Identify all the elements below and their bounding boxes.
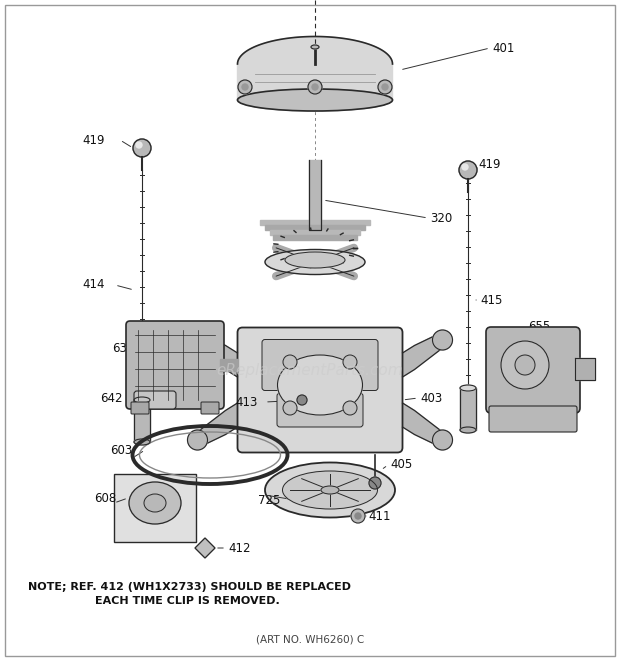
Circle shape [355, 513, 361, 519]
FancyBboxPatch shape [114, 474, 196, 542]
Circle shape [501, 341, 549, 389]
Ellipse shape [265, 249, 365, 274]
Text: 725: 725 [258, 494, 280, 506]
Circle shape [242, 84, 248, 90]
Ellipse shape [278, 355, 363, 415]
Text: EACH TIME CLIP IS REMOVED.: EACH TIME CLIP IS REMOVED. [95, 596, 280, 606]
Text: (ART NO. WH6260) C: (ART NO. WH6260) C [256, 635, 364, 645]
Circle shape [515, 355, 535, 375]
FancyBboxPatch shape [131, 402, 149, 414]
FancyBboxPatch shape [201, 402, 219, 414]
Ellipse shape [237, 89, 392, 111]
Text: 419: 419 [478, 159, 500, 171]
Ellipse shape [283, 471, 378, 509]
Circle shape [187, 430, 208, 450]
Circle shape [378, 80, 392, 94]
Text: 642: 642 [100, 391, 123, 405]
Circle shape [433, 430, 453, 450]
Text: 414: 414 [82, 278, 105, 292]
Polygon shape [195, 538, 215, 558]
Polygon shape [260, 220, 370, 225]
Ellipse shape [460, 385, 476, 391]
FancyBboxPatch shape [126, 321, 224, 409]
FancyBboxPatch shape [134, 391, 176, 409]
FancyBboxPatch shape [486, 327, 580, 413]
Text: 401: 401 [492, 42, 515, 54]
Text: 403: 403 [420, 391, 442, 405]
Ellipse shape [144, 494, 166, 512]
Polygon shape [220, 359, 238, 371]
Text: 412: 412 [228, 541, 250, 555]
Circle shape [238, 80, 252, 94]
Polygon shape [198, 403, 237, 448]
Polygon shape [270, 230, 360, 235]
Circle shape [187, 330, 208, 350]
Polygon shape [265, 225, 365, 230]
Circle shape [459, 161, 477, 179]
Polygon shape [402, 332, 443, 377]
FancyBboxPatch shape [277, 393, 363, 427]
Circle shape [283, 401, 297, 415]
Polygon shape [198, 332, 237, 377]
Circle shape [369, 477, 381, 489]
Polygon shape [237, 36, 392, 100]
Text: 608: 608 [94, 492, 117, 504]
Ellipse shape [321, 486, 339, 494]
Text: eReplacementParts.com: eReplacementParts.com [216, 362, 404, 377]
Circle shape [343, 401, 357, 415]
Polygon shape [273, 235, 357, 240]
Ellipse shape [460, 427, 476, 433]
Text: 320: 320 [430, 212, 452, 225]
Circle shape [351, 509, 365, 523]
Ellipse shape [265, 463, 395, 518]
Text: 419: 419 [82, 134, 105, 147]
Polygon shape [309, 160, 321, 230]
Polygon shape [134, 400, 150, 442]
Circle shape [343, 355, 357, 369]
Ellipse shape [311, 45, 319, 49]
Text: 603: 603 [110, 444, 132, 457]
Text: 405: 405 [390, 459, 412, 471]
FancyBboxPatch shape [237, 327, 402, 453]
Polygon shape [460, 388, 476, 430]
Text: 630: 630 [112, 342, 135, 354]
Circle shape [283, 355, 297, 369]
Ellipse shape [129, 482, 181, 524]
FancyBboxPatch shape [489, 406, 577, 432]
Circle shape [382, 84, 388, 90]
Circle shape [297, 395, 307, 405]
Text: 415: 415 [480, 293, 502, 307]
Circle shape [136, 142, 142, 148]
Text: 655: 655 [528, 319, 551, 332]
FancyBboxPatch shape [262, 340, 378, 391]
Ellipse shape [134, 439, 150, 445]
Ellipse shape [134, 397, 150, 403]
Polygon shape [402, 403, 443, 448]
Circle shape [133, 139, 151, 157]
Polygon shape [575, 358, 595, 380]
Circle shape [433, 330, 453, 350]
Text: NOTE; REF. 412 (WH1X2733) SHOULD BE REPLACED: NOTE; REF. 412 (WH1X2733) SHOULD BE REPL… [28, 582, 351, 592]
Circle shape [312, 84, 318, 90]
Circle shape [308, 80, 322, 94]
Ellipse shape [285, 252, 345, 268]
Circle shape [462, 164, 468, 170]
Text: 413: 413 [235, 395, 257, 408]
Text: 411: 411 [368, 510, 391, 522]
